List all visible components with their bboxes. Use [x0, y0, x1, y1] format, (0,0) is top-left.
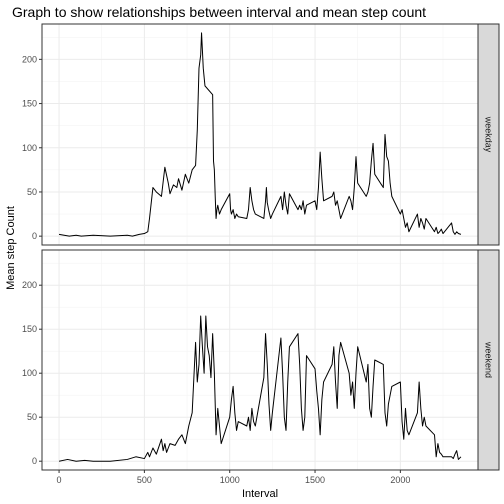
y-ticks-weekend: 0 50 100 150 200: [22, 280, 42, 466]
x-ticks: 0 500 1000 1500 2000: [57, 470, 410, 485]
strip-weekend: [477, 249, 500, 471]
strip-label-weekend: weekend: [484, 341, 494, 378]
x-tick-label: 2000: [390, 475, 410, 485]
x-axis-title: Interval: [242, 488, 278, 500]
y-tick-label: 150: [22, 99, 37, 109]
y-tick-label: 200: [22, 54, 37, 64]
y-ticks-weekday: 0 50 100 150 200: [22, 54, 42, 241]
strip-label-weekday: weekday: [484, 116, 494, 153]
panel-background: [42, 250, 478, 470]
y-axis-title: Mean step Count: [5, 206, 17, 290]
y-tick-label: 0: [32, 231, 37, 241]
x-tick-label: 500: [137, 475, 152, 485]
x-tick-label: 1000: [220, 475, 240, 485]
y-tick-label: 0: [32, 456, 37, 466]
strip-weekday: [477, 23, 500, 246]
panel-series: [58, 315, 462, 462]
y-tick-label: 100: [22, 368, 37, 378]
y-tick-label: 200: [22, 280, 37, 290]
series-line-weekend: [58, 315, 462, 462]
chart-title: Graph to show relationships between inte…: [12, 4, 426, 20]
y-tick-label: 50: [27, 187, 37, 197]
y-tick-label: 50: [27, 412, 37, 422]
series-line-weekday: [58, 32, 462, 237]
panel-background: [42, 24, 478, 245]
panel-series: [58, 32, 462, 237]
panel-grid: [42, 250, 478, 470]
panel-weekday: weekday 0 50 100 150 200: [22, 23, 500, 246]
x-tick-label: 0: [57, 475, 62, 485]
y-tick-label: 150: [22, 324, 37, 334]
panel-weekend: weekend 0 50 100 150 200 0 500 1000 1500 2000: [22, 249, 500, 485]
x-tick-label: 1500: [305, 475, 325, 485]
panel-grid: [42, 24, 478, 245]
y-tick-label: 100: [22, 143, 37, 153]
